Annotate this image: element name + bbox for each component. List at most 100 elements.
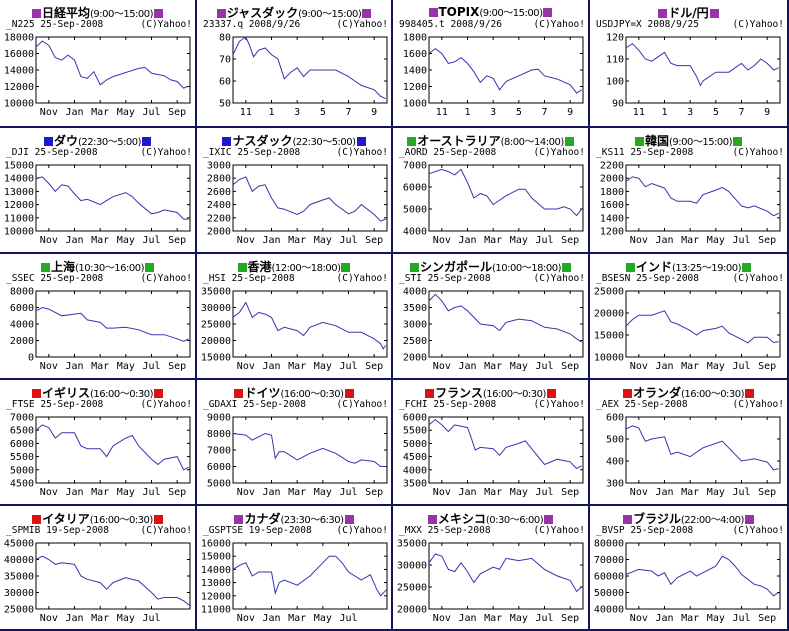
x-tick-label: Sep — [758, 487, 776, 498]
market-name[interactable]: メキシコ — [437, 512, 486, 526]
chart-panel-sti[interactable]: シンガポール(10:00～18:00) _STI 25-Sep-2008 (C)Ya… — [393, 254, 588, 378]
chart-panel-bvsp[interactable]: ブラジル(22:00～4:00) _BVSP 25-Sep-2008 (C)Yaho… — [590, 506, 787, 629]
chart-panel-n225[interactable]: 日経平均(9:00～15:00) _N225 25-Sep-2008 (C)Yaho… — [0, 0, 195, 126]
chart-panel-mxx[interactable]: メキシコ(0:30～6:00) _MXX 25-Sep-2008 (C)Yahoo!… — [393, 506, 588, 629]
market-name[interactable]: インド — [636, 260, 673, 274]
x-tick-label: Mar — [484, 613, 502, 624]
market-name[interactable]: 韓国 — [644, 134, 669, 148]
chart-panel-usdjpyx[interactable]: ドル/円 USDJPY=X 2008/9/25 (C)Yahoo! 90 100 110 1… — [590, 0, 787, 126]
y-tick-label: 20000 — [594, 309, 624, 320]
market-name[interactable]: イギリス — [41, 386, 90, 400]
y-tick-label: 5500 — [10, 452, 34, 463]
marker-square-icon — [626, 263, 636, 272]
y-tick-label: 8000 — [10, 287, 34, 298]
marker-square-icon — [428, 8, 438, 17]
price-line — [428, 418, 582, 470]
chart-panel-fchi[interactable]: フランス(16:00～0:30) _FCHI 25-Sep-2008 (C)Yaho… — [393, 380, 588, 504]
market-name[interactable]: シンガポール — [420, 260, 493, 274]
line-chart: 4000 5000 6000 7000 Nov Jan Mar May Jul Sep — [403, 161, 584, 246]
chart-panel-bsesn[interactable]: インド(13:25～19:00) _BSESN 25-Sep-2008 (C)Yah… — [590, 254, 787, 378]
chart-panel-hsi[interactable]: 香港(12:00～18:00) _HSI 25-Sep-2008 (C)Yahoo!… — [197, 254, 391, 378]
trading-hours: (16:00～0:30) — [280, 389, 344, 400]
chart-panel-spmib[interactable]: イタリア(16:00～0:30) _SPMIB 19-Sep-2008 (C)Yah… — [0, 506, 195, 629]
price-line — [428, 293, 582, 343]
chart-panel-23337q[interactable]: ジャスダック(9:00～15:00) 23337.q 2008/9/26 (C)Ya… — [197, 0, 391, 126]
y-tick-label: 2000 — [10, 336, 34, 347]
x-tick-label: Mar — [484, 235, 502, 246]
chart-title: イギリス(16:00～0:30) — [0, 384, 195, 401]
marker-square-icon — [234, 389, 244, 398]
market-name[interactable]: オーストラリア — [417, 134, 501, 148]
x-tick-label: Nov — [630, 613, 648, 624]
chart-date: 25-Sep-2008 — [237, 147, 301, 158]
x-tick-label: Jul — [732, 235, 750, 246]
x-tick-label: Jan — [655, 235, 673, 246]
chart-title: フランス(16:00～0:30) — [393, 384, 588, 401]
x-tick-label: Jan — [458, 487, 476, 498]
market-name[interactable]: 香港 — [247, 260, 272, 274]
chart-panel-998405t[interactable]: TOPIX(9:00～15:00) 998405.t 2008/9/26 (C)Ya… — [393, 0, 588, 126]
y-tick-label: 1200 — [403, 82, 427, 93]
chart-title: インド(13:25～19:00) — [590, 258, 787, 275]
y-tick-label: 11000 — [4, 213, 34, 224]
chart-title: ダウ(22:30～5:00) — [0, 132, 195, 149]
copyright: (C)Yahoo! — [336, 525, 388, 536]
y-tick-label: 1600 — [403, 49, 427, 60]
chart-panel-aord[interactable]: オーストラリア(8:00～14:00) _AORD 25-Sep-2008 (C)Y… — [393, 128, 588, 252]
chart-panel-gsptse[interactable]: カナダ(23:30～6:30) _GSPTSE 19-Sep-2008 (C)Yah… — [197, 506, 391, 629]
market-name[interactable]: TOPIX — [438, 5, 480, 19]
y-tick-label: 400 — [606, 457, 624, 468]
copyright: (C)Yahoo! — [533, 273, 585, 284]
ticker-symbol: 23337.q — [203, 19, 244, 30]
x-tick-label: Jan — [65, 613, 83, 624]
marker-square-icon — [222, 137, 232, 146]
market-name[interactable]: ブラジル — [633, 512, 681, 526]
market-name[interactable]: ジャスダック — [226, 6, 299, 20]
y-tick-label: 1800 — [403, 33, 427, 44]
chart-subtitle: _KS11 25-Sep-2008 (C)Yahoo! — [596, 147, 784, 158]
chart-panel-dji[interactable]: ダウ(22:30～5:00) _DJI 25-Sep-2008 (C)Yahoo! 1… — [0, 128, 195, 252]
chart-panel-ftse[interactable]: イギリス(16:00～0:30) _FTSE 25-Sep-2008 (C)Yaho… — [0, 380, 195, 504]
x-tick-label: 5 — [713, 107, 719, 118]
x-tick-label: 11 — [633, 107, 645, 118]
chart-date: 25-Sep-2008 — [624, 399, 688, 410]
chart-date: 25-Sep-2008 — [231, 273, 295, 284]
x-tick-label: Sep — [758, 235, 776, 246]
y-tick-label: 4000 — [403, 287, 427, 298]
chart-title: ジャスダック(9:00～15:00) — [197, 4, 391, 21]
marker-square-icon — [425, 389, 435, 398]
x-tick-label: Jan — [458, 361, 476, 372]
trading-hours: (9:00～15:00) — [668, 137, 733, 148]
x-tick-label: 9 — [567, 107, 573, 118]
chart-panel-ks11[interactable]: 韓国(9:00～15:00) _KS11 25-Sep-2008 (C)Yahoo!… — [590, 128, 787, 252]
y-tick-label: 60000 — [594, 572, 624, 583]
chart-panel-gdaxi[interactable]: ドイツ(16:00～0:30) _GDAXI 25-Sep-2008 (C)Yaho… — [197, 380, 391, 504]
x-tick-label: 3 — [490, 107, 496, 118]
market-name[interactable]: オランダ — [632, 386, 681, 400]
market-name[interactable]: 上海 — [51, 260, 76, 274]
market-name[interactable]: 日経平均 — [41, 6, 90, 20]
y-tick-label: 100 — [606, 77, 624, 88]
copyright: (C)Yahoo! — [732, 399, 784, 410]
market-name[interactable]: イタリア — [42, 512, 90, 526]
copyright: (C)Yahoo! — [533, 525, 585, 536]
market-name[interactable]: カナダ — [244, 512, 281, 526]
line-chart: 10000 12000 14000 16000 18000 Nov Jan Mar May Jul… — [4, 33, 191, 118]
x-tick-label: Jan — [65, 487, 83, 498]
market-name[interactable]: フランス — [435, 386, 483, 400]
y-tick-label: 14000 — [4, 174, 34, 185]
trading-hours: (9:00～15:00) — [89, 9, 154, 20]
chart-panel-aex[interactable]: オランダ(16:00～0:30) _AEX 25-Sep-2008 (C)Yahoo… — [590, 380, 787, 504]
market-name[interactable]: ダウ — [53, 134, 78, 148]
marker-square-icon — [741, 263, 751, 272]
chart-date: 19-Sep-2008 — [46, 525, 109, 536]
market-name[interactable]: ドイツ — [244, 386, 281, 400]
chart-title: 日経平均(9:00～15:00) — [0, 4, 195, 21]
copyright: (C)Yahoo! — [732, 525, 784, 536]
market-name[interactable]: ナスダック — [232, 134, 293, 148]
market-name[interactable]: ドル/円 — [668, 6, 709, 20]
chart-panel-ssec[interactable]: 上海(10:30～16:00) _SSEC 25-Sep-2008 (C)Yahoo… — [0, 254, 195, 378]
y-tick-label: 25000 — [594, 287, 624, 298]
chart-panel-ixic[interactable]: ナスダック(22:30～5:00) _IXIC 25-Sep-2008 (C)Yah… — [197, 128, 391, 252]
